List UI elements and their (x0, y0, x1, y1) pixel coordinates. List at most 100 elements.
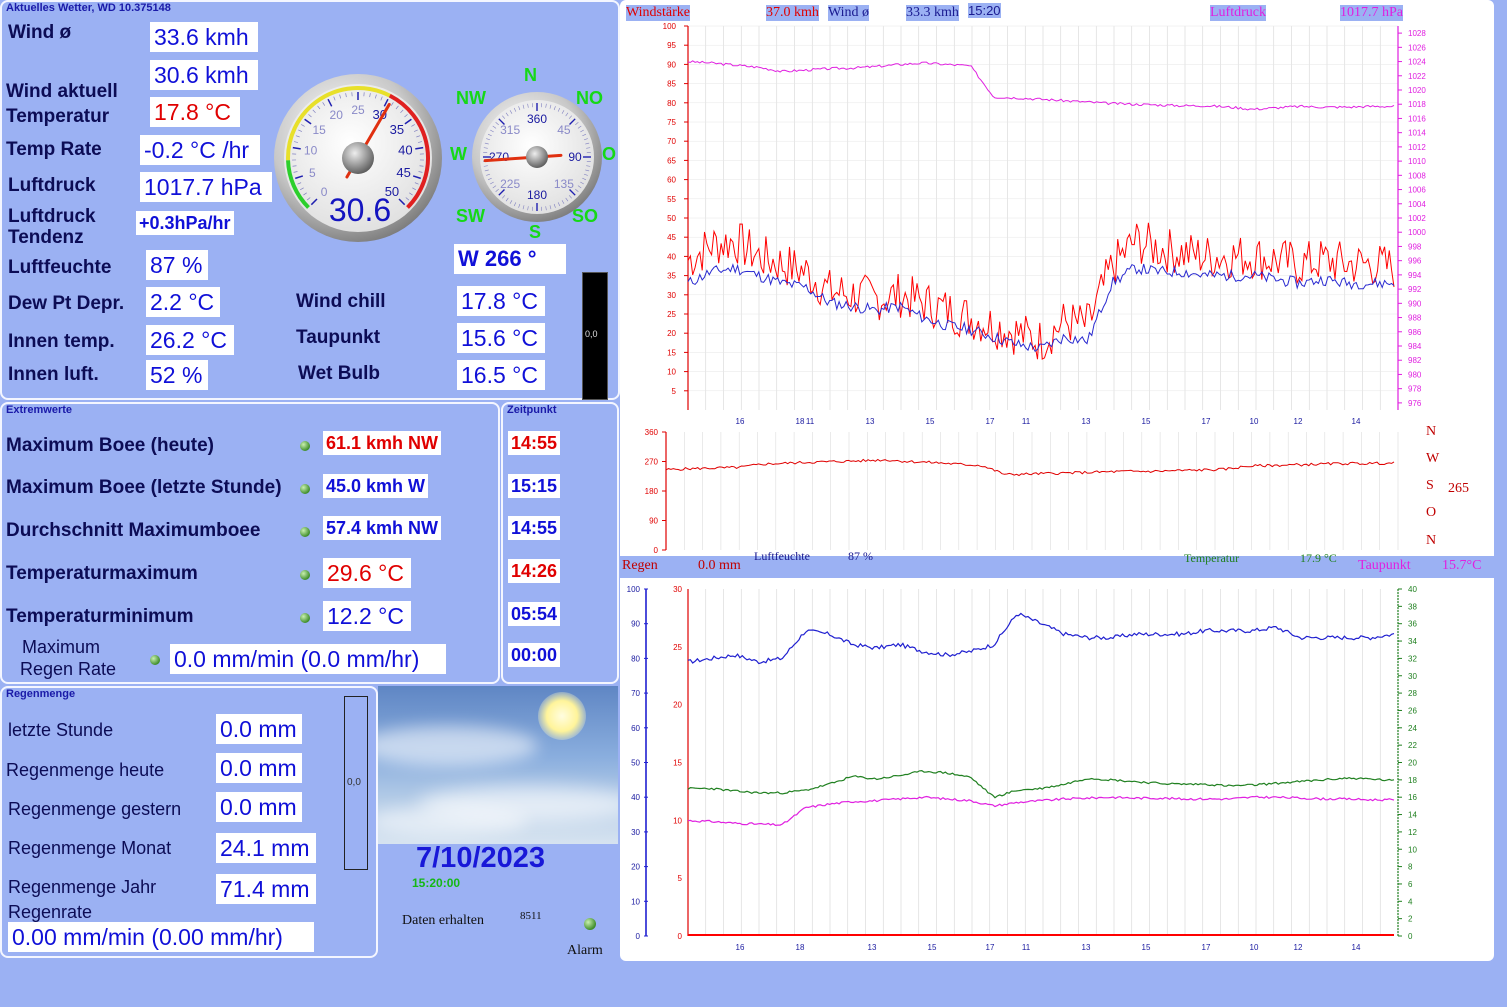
chart1-y-right-tick: 1016 (1408, 114, 1426, 123)
chart1-y-right-tick: 976 (1408, 399, 1422, 408)
compass-tick (487, 177, 492, 181)
chart1-series-wind-avg (687, 263, 1395, 353)
chart3-y-right-tick: 34 (1408, 637, 1417, 646)
compass-tick (549, 104, 552, 109)
compass-needle (483, 153, 563, 163)
compass-w: W (450, 144, 467, 164)
chart1-x-tick: 11 (1022, 417, 1031, 426)
rain-rate-label: Regenrate (8, 902, 93, 922)
alarm-label[interactable]: Alarm (567, 943, 603, 958)
solar-bar-value: 0,0 (585, 329, 598, 339)
gauge-tick (306, 197, 311, 201)
chart3-y-hum-tick: 70 (631, 689, 640, 698)
chart1-y-left-tick: 85 (667, 80, 676, 89)
extremes-title: Extremwerte (6, 404, 73, 416)
pressure-label: Luftdruck (8, 175, 96, 196)
chart3-y-hum-tick: 40 (631, 793, 640, 802)
indoor-hum-value: 52 % (146, 360, 208, 390)
weather-condition-image (378, 686, 618, 844)
chart1-y-left-tick: 45 (667, 233, 676, 242)
gauge-tick-label: 25 (351, 103, 365, 117)
gauge-tick (383, 98, 389, 107)
rain-lasthour-label: letzte Stunde (8, 720, 114, 740)
chart2-y-tick: 90 (649, 517, 658, 526)
chart1-y-right-tick: 990 (1408, 299, 1422, 308)
chart3-series-temperature (687, 769, 1395, 799)
compass-tick (569, 189, 576, 196)
gauge-tick (411, 124, 415, 127)
gauge-tick (400, 109, 404, 114)
gauge-tick (327, 98, 333, 107)
compass-ne: NO (576, 88, 603, 108)
dewdepr-label: Dew Pt Depr. (8, 293, 125, 314)
chart3-y-rain-tick: 0 (678, 932, 683, 941)
compass-tick (545, 103, 547, 108)
trend-label-2: Tendenz (8, 227, 84, 248)
chart3-x-tick: 10 (1250, 943, 1259, 952)
dir-label-value: 265 (1448, 481, 1469, 496)
wind-avg-value: 33.6 kmh (150, 22, 258, 52)
chart3-y-right-tick: 4 (1408, 897, 1413, 906)
chart3-y-rain-tick: 15 (673, 759, 682, 768)
wind-pressure-chart: 100 95 90 85 80 75 70 65 60 55 50 45 40 35 30 25 20 15 10 5… (663, 22, 1427, 426)
compass-tick (490, 181, 494, 185)
compass-tick (577, 125, 582, 129)
compass-tick (490, 129, 494, 133)
rain-month-label: Regenmenge Monat (8, 838, 172, 858)
alarm-led[interactable] (584, 918, 596, 930)
compass-n: N (524, 65, 537, 85)
chart1-pressure-value: 1017.7 hPa (1340, 5, 1403, 21)
compass-tick (498, 118, 505, 125)
rain-panel: Regenmenge letzte Stunde 0.0 mm Regenmen… (0, 686, 378, 958)
rain-rate-value: 0.00 mm/min (0.00 mm/hr) (8, 922, 314, 952)
compass-tick (502, 195, 506, 199)
status-led (300, 527, 310, 537)
extreme-value-3: 29.6 °C (323, 558, 411, 588)
chart1-x-tick: 11 (806, 417, 815, 426)
compass-tick (492, 185, 497, 189)
chart1-y-right-tick: 988 (1408, 314, 1422, 323)
temp-rate-value: -0.2 °C /hr (140, 135, 260, 165)
chart1-y-right-tick: 1014 (1408, 129, 1426, 138)
indoor-temp-label: Innen temp. (8, 331, 115, 352)
compass-tick (557, 202, 561, 207)
solar-bar-gauge: 0,0 (582, 272, 608, 400)
chart3-y-right-tick: 12 (1408, 828, 1417, 837)
chart3-x-tick: 17 (986, 943, 995, 952)
temp-rate-label: Temp Rate (6, 139, 102, 160)
humidity-label: Luftfeuchte (8, 257, 112, 278)
chart1-wind-value: 33.3 kmh (906, 5, 959, 21)
sun-icon (538, 692, 586, 740)
rain-title: Regenmenge (6, 688, 76, 700)
gauge-tick (404, 114, 408, 118)
chart3-series-humidity (687, 612, 1395, 665)
dir-label-s: S (1426, 478, 1434, 493)
compass-tick (486, 138, 491, 141)
chart3-y-hum-tick: 10 (631, 897, 640, 906)
extreme-time-1: 15:15 (508, 474, 561, 498)
gauge-tick-label: 50 (385, 184, 399, 199)
chart1-y-left-tick: 90 (667, 60, 676, 69)
gauge-tick (412, 187, 417, 191)
dir-label-n: N (1426, 424, 1437, 439)
chart2-y-tick: 270 (645, 458, 659, 467)
indoor-temp-value: 26.2 °C (146, 325, 234, 355)
gauge-tick-label: 10 (304, 143, 318, 157)
compass-tick (585, 142, 590, 145)
chart3-y-hum-tick: 80 (631, 654, 640, 663)
data-received-label: Daten erhalten (402, 913, 485, 928)
gauge-digital-value: 30.6 (328, 192, 392, 228)
status-led (150, 655, 160, 665)
gauge-tick (292, 146, 301, 150)
chart1-y-left-tick: 55 (667, 195, 676, 204)
compass-tick (498, 189, 505, 196)
gauge-tick (333, 96, 336, 101)
compass-tick (495, 122, 499, 126)
chart1-y-right-tick: 1010 (1408, 157, 1426, 166)
chart1-y-right-tick: 992 (1408, 285, 1422, 294)
gauge-tick-label: 15 (312, 123, 326, 137)
compass-tick-label: 90 (568, 150, 582, 164)
chart3-y-right-tick: 32 (1408, 654, 1417, 663)
chart1-y-right-tick: 1018 (1408, 100, 1426, 109)
temp-label: Temperatur (6, 106, 110, 127)
